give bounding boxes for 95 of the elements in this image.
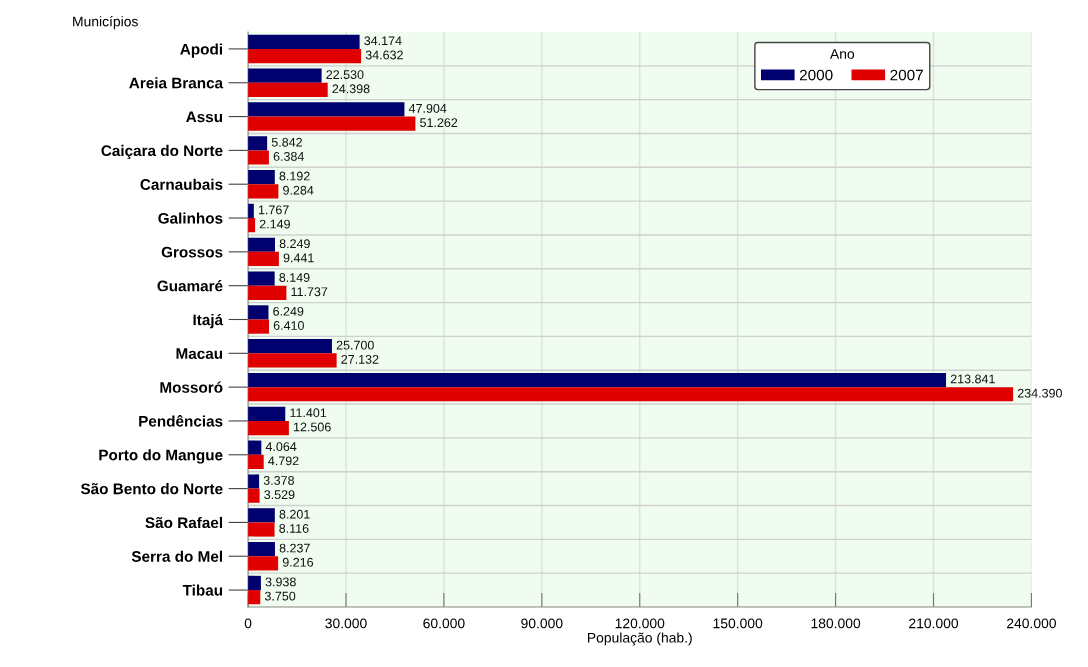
bar bbox=[248, 353, 337, 368]
bar bbox=[248, 34, 360, 49]
data-label: 8.116 bbox=[279, 524, 309, 533]
data-label: 11.401 bbox=[290, 408, 327, 418]
y-tick-label: Serra do Mel bbox=[131, 550, 222, 562]
data-label: 1.767 bbox=[258, 205, 289, 215]
data-label: 8.149 bbox=[279, 273, 310, 282]
data-label: 8.201 bbox=[279, 509, 310, 519]
data-label: 6.249 bbox=[273, 306, 304, 316]
data-label: 213.841 bbox=[950, 374, 995, 384]
legend-label: 2000 bbox=[799, 69, 833, 81]
y-tick-label: Guamaré bbox=[157, 280, 223, 292]
y-tick-label: Pendências bbox=[139, 415, 223, 427]
data-label: 9.216 bbox=[282, 557, 314, 567]
y-tick-label: Porto do Mangue bbox=[99, 449, 223, 464]
data-label: 22.530 bbox=[326, 70, 364, 79]
bar bbox=[248, 542, 275, 557]
data-label: 12.506 bbox=[294, 422, 331, 432]
bar bbox=[248, 271, 275, 286]
y-tick-label: Areia Branca bbox=[129, 77, 224, 89]
bar bbox=[248, 150, 269, 165]
data-label: 4.792 bbox=[268, 456, 299, 466]
data-label: 11.737 bbox=[291, 287, 328, 297]
legend-title: Ano bbox=[830, 49, 855, 59]
y-tick-label: Itajá bbox=[193, 313, 224, 329]
bar bbox=[248, 522, 275, 537]
legend-label: 2007 bbox=[890, 69, 923, 81]
data-label: 2.149 bbox=[259, 219, 290, 229]
x-tick-label: 90.000 bbox=[521, 618, 563, 629]
y-tick-label: Apodi bbox=[180, 43, 222, 58]
y-tick-label: São Bento do Norte bbox=[80, 483, 223, 495]
bar bbox=[248, 237, 275, 252]
bar bbox=[248, 170, 275, 185]
y-tick-label: Galinhos bbox=[158, 212, 223, 224]
bar bbox=[248, 488, 260, 503]
data-label: 47.904 bbox=[408, 103, 447, 113]
y-tick-label: Mossoró bbox=[160, 381, 223, 393]
data-label: 51.262 bbox=[420, 118, 458, 128]
data-label: 8.192 bbox=[279, 171, 310, 181]
bar bbox=[248, 285, 287, 300]
data-label: 6.410 bbox=[273, 321, 304, 330]
bar bbox=[248, 102, 405, 117]
x-axis-title: População (hab.) bbox=[588, 632, 692, 646]
y-tick-label: Macau bbox=[176, 348, 223, 359]
x-tick-label: 0 bbox=[244, 618, 252, 629]
x-tick-label: 150.000 bbox=[713, 618, 763, 629]
data-label: 5.842 bbox=[271, 137, 302, 147]
bar bbox=[248, 68, 322, 83]
data-label: 34.632 bbox=[365, 50, 403, 60]
bar bbox=[248, 116, 416, 131]
y-tick-label: São Rafael bbox=[145, 516, 222, 529]
data-label: 6.384 bbox=[273, 152, 304, 161]
data-label: 24.398 bbox=[332, 84, 370, 94]
data-label: 3.750 bbox=[264, 591, 296, 601]
x-tick-label: 120.000 bbox=[615, 618, 665, 629]
bar bbox=[248, 48, 362, 64]
data-label: 3.378 bbox=[263, 476, 294, 485]
bar bbox=[248, 184, 279, 199]
bar bbox=[248, 474, 260, 489]
y-tick-label: Carnaubais bbox=[140, 178, 223, 190]
bar bbox=[248, 82, 328, 97]
bar bbox=[248, 454, 264, 469]
x-tick-label: 240.000 bbox=[1007, 618, 1056, 629]
x-tick-label: 30.000 bbox=[325, 618, 367, 629]
y-tick-label: Caiçara do Norte bbox=[101, 144, 223, 160]
y-axis-title: Municípios bbox=[73, 16, 138, 30]
x-tick-label: 60.000 bbox=[423, 618, 465, 629]
bar bbox=[248, 136, 268, 151]
data-label: 8.249 bbox=[279, 239, 310, 249]
data-label: 34.174 bbox=[364, 36, 402, 46]
y-tick-label: Grossos bbox=[161, 246, 223, 258]
bar bbox=[248, 387, 1014, 402]
y-tick-label: Tibau bbox=[182, 584, 223, 596]
bar bbox=[248, 508, 275, 523]
data-label: 25.700 bbox=[336, 340, 374, 350]
data-label: 9.284 bbox=[283, 185, 314, 195]
data-label: 4.064 bbox=[265, 442, 297, 452]
bar bbox=[248, 319, 269, 334]
bar bbox=[248, 251, 279, 267]
bar bbox=[248, 406, 286, 421]
data-label: 9.441 bbox=[283, 253, 314, 263]
bar bbox=[248, 372, 947, 388]
x-tick-label: 210.000 bbox=[909, 618, 959, 629]
y-tick-label: Assu bbox=[186, 111, 223, 123]
bar bbox=[248, 420, 289, 436]
bar bbox=[248, 556, 279, 571]
data-label: 8.237 bbox=[279, 543, 310, 553]
bar bbox=[248, 339, 332, 354]
bar bbox=[248, 575, 261, 591]
bar bbox=[248, 305, 269, 320]
data-label: 234.390 bbox=[1017, 388, 1062, 398]
x-tick-label: 180.000 bbox=[811, 618, 861, 629]
data-label: 3.529 bbox=[264, 490, 295, 500]
data-label: 3.938 bbox=[265, 577, 296, 587]
data-label: 27.132 bbox=[341, 354, 379, 364]
